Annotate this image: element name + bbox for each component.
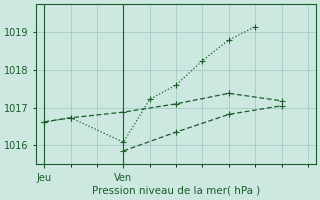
X-axis label: Pression niveau de la mer( hPa ): Pression niveau de la mer( hPa ) — [92, 186, 260, 196]
